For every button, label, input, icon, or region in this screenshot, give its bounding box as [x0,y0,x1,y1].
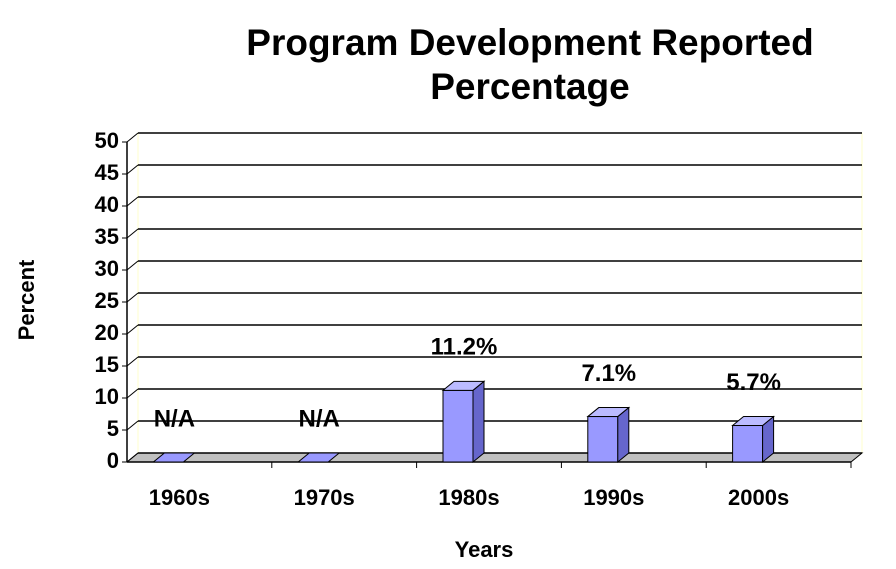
grid-depth [126,132,139,143]
x-axis-label: Years [455,537,514,562]
y-tick-label: 45 [95,160,119,185]
x-tick-label: 2000s [728,485,789,510]
x-tick-label: 1980s [438,485,499,510]
value-label: N/A [299,405,340,432]
y-tick-label: 5 [107,416,119,441]
bar [587,416,619,463]
value-label: 11.2% [431,334,498,361]
bar-top [441,380,486,391]
grid-depth [126,324,139,335]
x-tick-label: 1960s [149,485,210,510]
y-tick-label: 35 [95,224,119,249]
y-tick-label: 50 [95,128,119,153]
grid-depth [126,228,139,239]
value-label: 5.7% [726,369,781,396]
bar-side [472,380,485,464]
bar [442,389,474,463]
y-tick-label: 20 [95,320,119,345]
y-tick-label: 25 [95,288,119,313]
chart-title: Program Development Reported [246,22,813,63]
y-tick-label: 30 [95,256,119,281]
grid-depth [126,452,139,463]
empty-bar [151,452,196,463]
grid-depth [126,356,139,367]
empty-bar [296,452,341,463]
y-tick-label: 40 [95,192,119,217]
grid-depth [126,196,139,207]
grid-depth [126,164,139,175]
y-tick-label: 15 [95,352,119,377]
grid-depth [126,292,139,303]
value-label: N/A [154,405,195,432]
bar-top [586,407,631,418]
value-label: 7.1% [581,360,636,387]
x-tick-label: 1970s [294,485,355,510]
y-tick-label: 10 [95,384,119,409]
x-tick-label: 1990s [583,485,644,510]
bar [732,425,764,463]
chart-title: Percentage [430,66,630,107]
grid-depth [126,420,139,431]
y-axis-label: Percent [14,259,39,340]
bar-top [731,416,776,427]
grid-depth [126,260,139,271]
grid-depth [126,388,139,399]
y-tick-label: 0 [107,448,119,473]
